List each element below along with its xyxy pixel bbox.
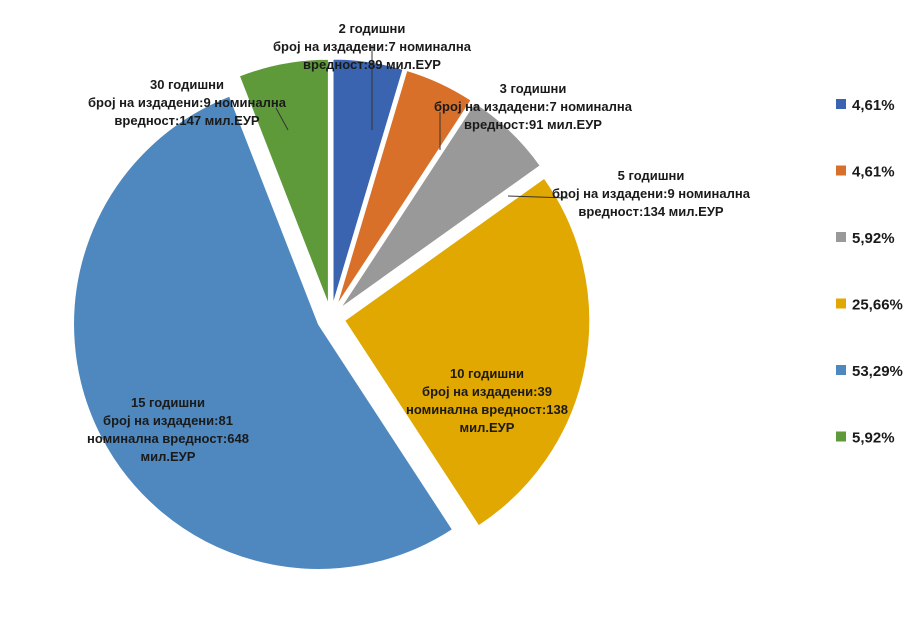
data-label-1: 2 годишни број на издадени:7 номинална вре… — [273, 21, 472, 72]
data-label-line: вредност:134 мил.ЕУР — [578, 204, 724, 219]
legend-swatch-4 — [836, 298, 846, 309]
data-label-line: вредност:91 мил.ЕУР — [464, 117, 602, 132]
leader-lines — [275, 45, 569, 199]
pie-slice-5 — [73, 95, 454, 570]
pie-slices — [73, 58, 591, 570]
data-label-line: број на издадени:81 — [103, 413, 233, 428]
legend-swatch-6 — [836, 431, 846, 442]
data-label-line: вредност:147 мил.ЕУР — [114, 113, 260, 128]
legend-swatch-3 — [836, 232, 846, 242]
data-label-line: 2 годишни — [339, 21, 406, 36]
data-label-line: број на издадени:9 номинална — [552, 186, 751, 201]
data-label-line: број на издадени:9 номинална — [88, 95, 287, 110]
data-label-line: мил.ЕУР — [460, 420, 515, 435]
data-labels: 2 годишни број на издадени:7 номинална вре… — [87, 21, 751, 464]
legend-label-4: 25,66% — [852, 297, 903, 314]
legend-swatch-2 — [836, 165, 846, 176]
legend-swatch-5 — [836, 365, 846, 375]
data-label-line: вредност:89 мил.ЕУР — [303, 57, 441, 72]
leader-line-3 — [507, 195, 569, 199]
data-label-line: број на издадени:7 номинална — [273, 39, 472, 54]
legend-label-3: 5,92% — [852, 230, 895, 247]
data-label-line: 3 годишни — [500, 81, 567, 96]
data-label-3: 5 годишни број на издадени:9 номинална вре… — [552, 168, 751, 219]
legend-swatch-1 — [836, 99, 846, 109]
pie-slice-6 — [238, 58, 329, 305]
pie-slice-4 — [344, 177, 591, 527]
data-label-line: 30 годишни — [150, 77, 224, 92]
data-label-6: 30 годишни број на издадени:9 номинална вр… — [88, 77, 287, 128]
data-label-line: број на издадени:7 номинална — [434, 99, 633, 114]
data-label-line: 5 годишни — [618, 168, 685, 183]
pie-slice-1 — [332, 58, 404, 305]
data-label-2: 3 годишни број на издадени:7 номинална вре… — [434, 81, 633, 132]
legend-label-5: 53,29% — [852, 363, 903, 380]
pie-slice-3 — [340, 102, 541, 309]
data-label-line: 10 годишни — [450, 366, 524, 381]
legend-label-2: 4,61% — [852, 164, 895, 181]
legend-label-6: 5,92% — [852, 430, 895, 447]
data-label-5: 15 годишни број на издадени:81 номинална в… — [87, 395, 249, 464]
pie-slice-2 — [336, 69, 472, 306]
legend-label-1: 4,61% — [852, 97, 895, 114]
legend: 4,61% 4,61% 5,92% 25,66% 53,29% 5,92% — [836, 97, 903, 447]
data-label-line: мил.ЕУР — [141, 449, 196, 464]
data-label-line: номинална вредност:138 — [406, 402, 568, 417]
data-label-line: номинална вредност:648 — [87, 431, 249, 446]
leader-line-6 — [275, 107, 289, 131]
data-label-line: 15 годишни — [131, 395, 205, 410]
data-label-4: 10 годишни број на издадени:39 номинална в… — [406, 366, 568, 435]
data-label-line: број на издадени:39 — [422, 384, 552, 399]
